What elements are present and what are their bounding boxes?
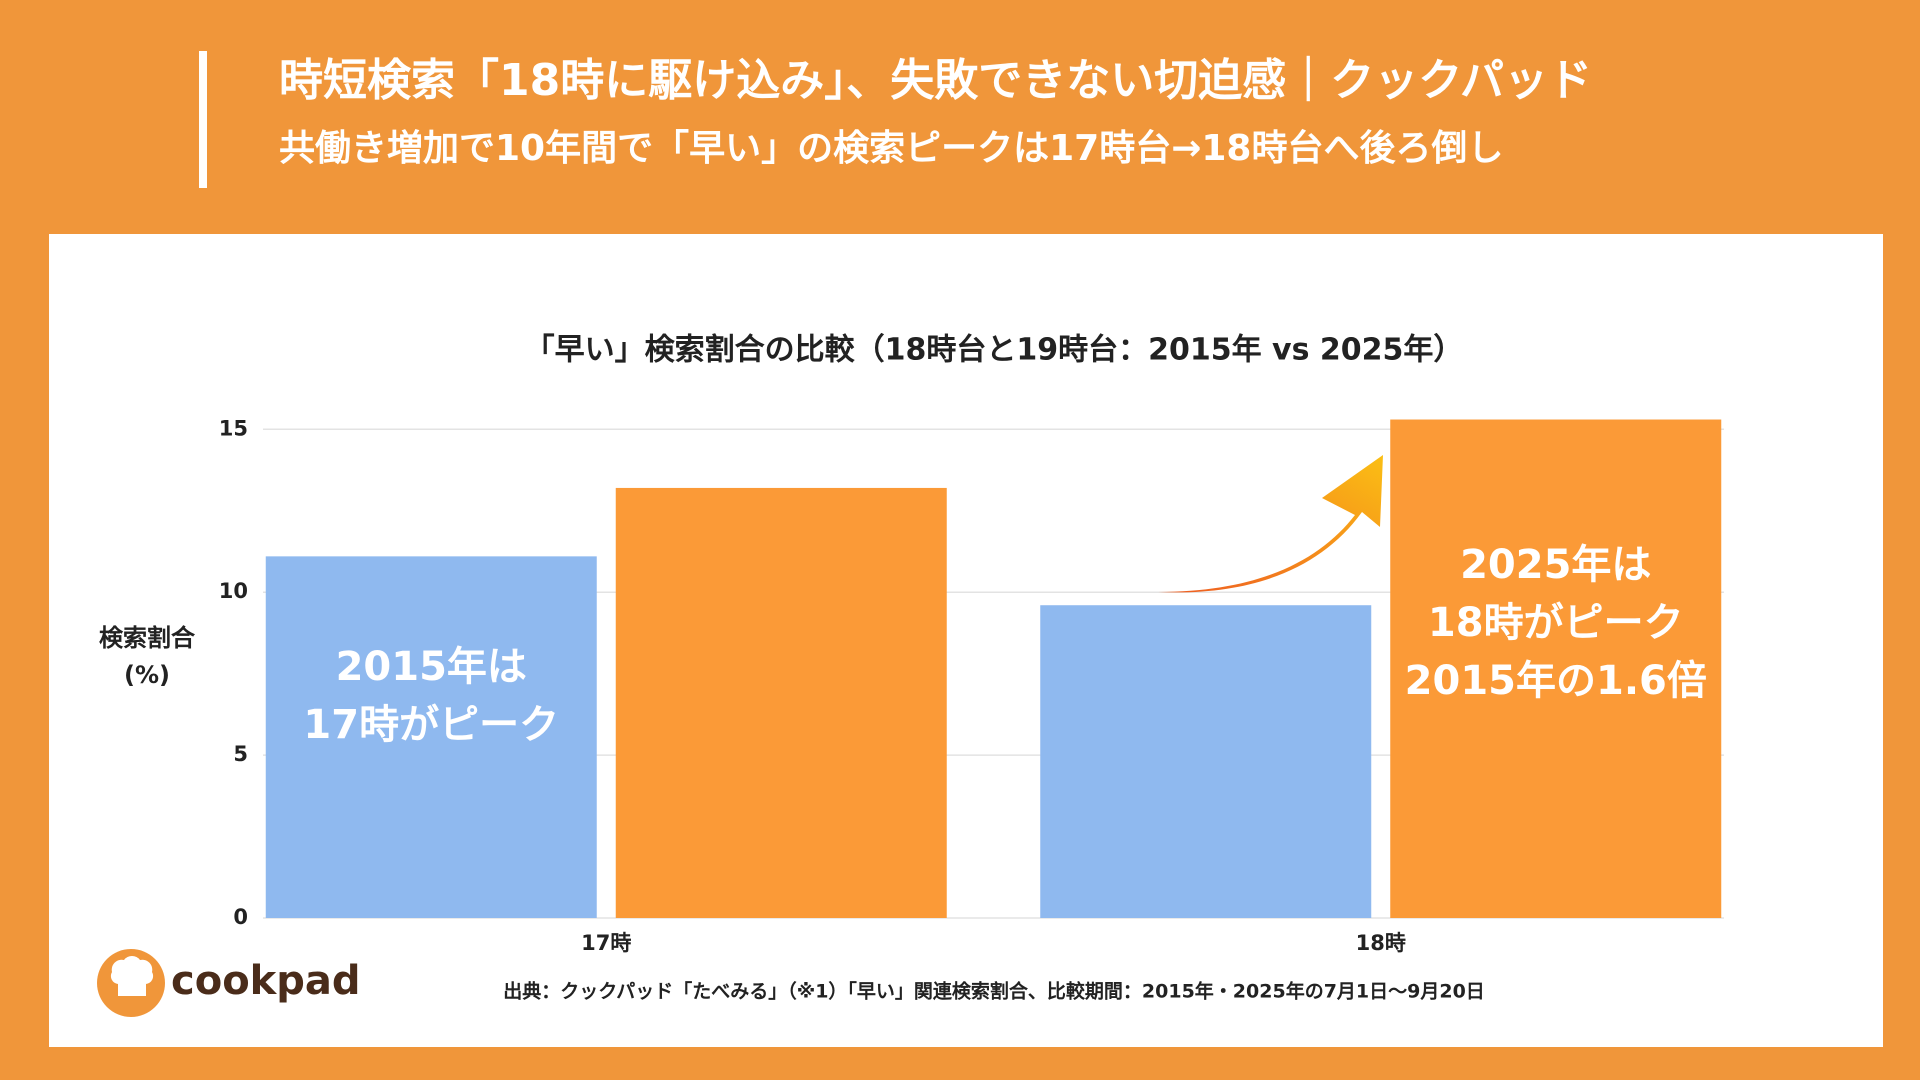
header-subtitle: 共働き増加で10年間で「早い」の検索ピークは17時台→18時台へ後ろ倒し <box>279 128 1503 169</box>
annotation: 2015年は <box>336 644 527 690</box>
y-tick-label: 5 <box>233 742 248 766</box>
logo-hat <box>110 955 154 996</box>
header-title: 時短検索「18時に駆け込み」、失敗できない切迫感｜クックパッド <box>279 55 1592 106</box>
bar <box>1040 605 1372 918</box>
y-tick-label: 0 <box>233 905 248 929</box>
annotation: 2025年は <box>1460 542 1651 588</box>
bar <box>265 556 597 918</box>
chart-title: 「早い」検索割合の比較（18時台と19時台：2015年 vs 2025年） <box>525 333 1464 368</box>
source-note: 出典：クックパッド「たべみる」（※1）「早い」関連検索割合、比較期間：2015年… <box>503 980 1485 1003</box>
annotation: 17時がピーク <box>303 702 559 748</box>
x-tick-label: 18時 <box>1356 931 1406 955</box>
bar <box>1390 419 1722 918</box>
bar <box>615 487 947 918</box>
annotation: 18時がピーク <box>1428 600 1684 646</box>
x-tick-label: 17時 <box>581 931 631 955</box>
header-bar <box>199 51 207 188</box>
plot: 0 5 10 15 17時 18時 2015年は 17時がピーク 2025年は 18時がピーク 20… <box>219 416 1724 955</box>
y-tick-label: 10 <box>219 579 248 603</box>
annotation: 2015年の1.6倍 <box>1405 658 1707 704</box>
y-tick-label: 15 <box>219 416 248 440</box>
y-axis-label: 検索割合 <box>99 624 196 652</box>
y-axis-label: (%) <box>124 661 170 689</box>
logo-text: cookpad <box>171 958 361 1004</box>
